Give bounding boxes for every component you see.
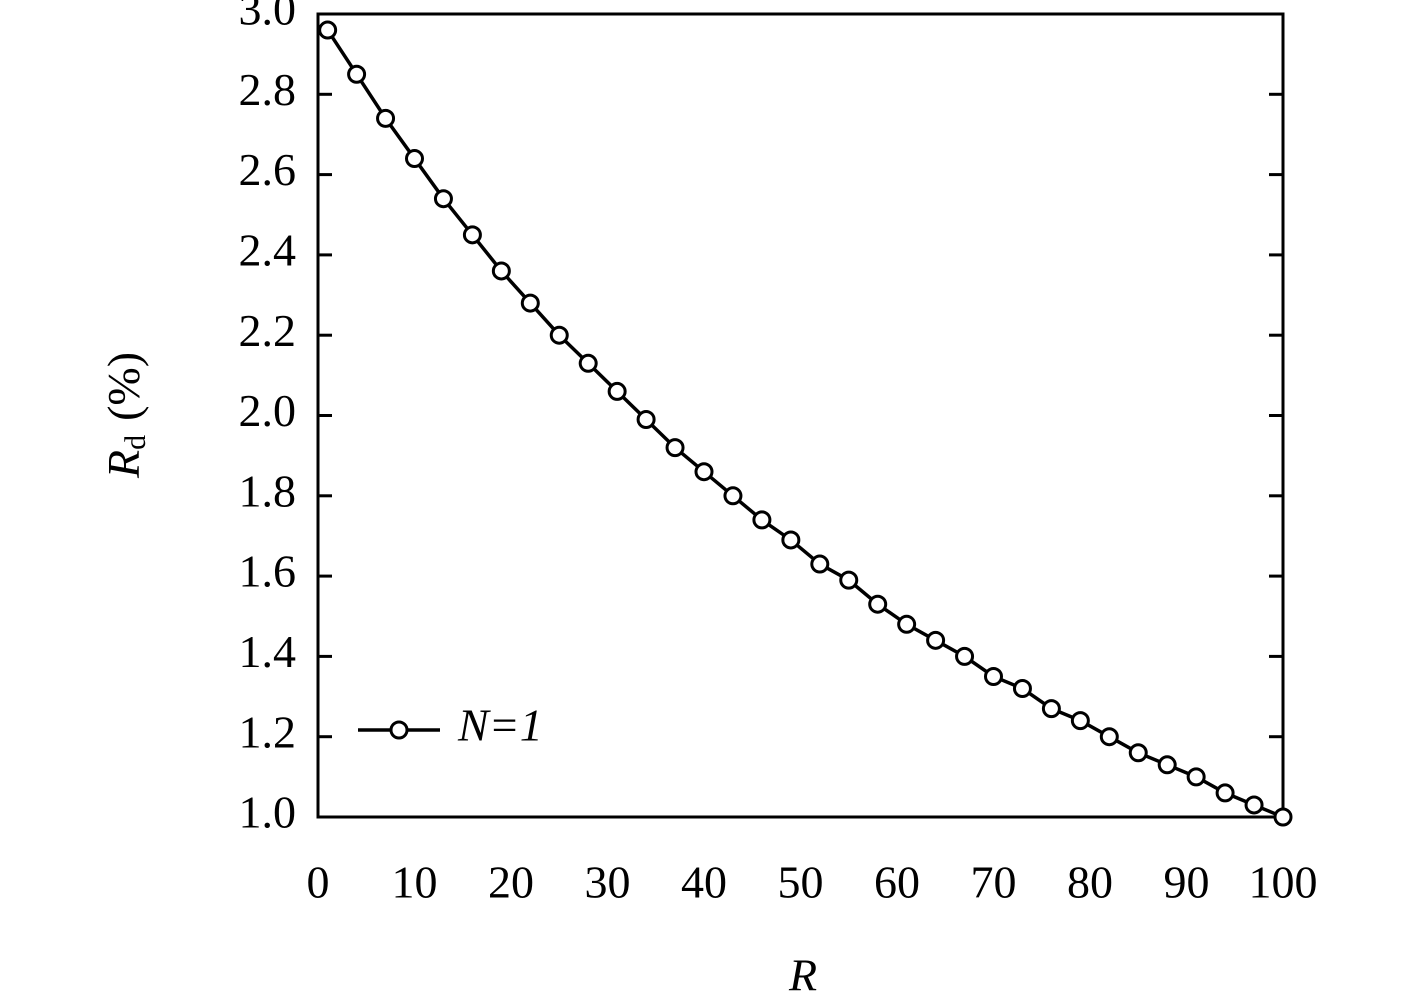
data-point	[926, 630, 946, 650]
y-tick-label: 1.0	[239, 787, 297, 838]
data-point	[1186, 767, 1206, 787]
plot-frame	[316, 12, 1285, 819]
y-tick-label: 2.8	[239, 64, 297, 115]
y-axis-label-text: Rd (%)	[98, 352, 152, 479]
data-point	[781, 530, 801, 550]
data-point	[520, 293, 540, 313]
x-tick-label: 90	[1164, 857, 1210, 908]
x-tick-label: 70	[971, 857, 1017, 908]
data-point	[405, 149, 424, 169]
x-tick-label: 30	[585, 857, 631, 908]
y-label-symbol: R	[98, 450, 149, 479]
data-point	[1273, 807, 1293, 827]
y-label-unit: (%)	[98, 352, 149, 421]
data-point	[462, 225, 482, 245]
data-point	[694, 462, 714, 482]
data-point	[347, 64, 367, 84]
data-point	[1070, 711, 1090, 731]
data-point	[1215, 783, 1235, 803]
data-point	[549, 325, 569, 345]
x-tick-label: 0	[307, 857, 330, 908]
data-point	[1099, 727, 1119, 747]
data-point	[752, 510, 772, 530]
data-point	[1041, 699, 1061, 719]
data-point	[607, 381, 627, 401]
data-point	[839, 570, 859, 590]
data-point	[433, 189, 453, 209]
data-point	[984, 666, 1003, 686]
data-point	[1012, 679, 1032, 699]
y-label-subscript: d	[119, 435, 152, 450]
data-point	[491, 261, 511, 281]
y-tick-label: 1.8	[239, 465, 297, 516]
data-point	[955, 646, 975, 666]
legend-label: N=1	[457, 700, 543, 751]
y-tick-label: 3.0	[239, 0, 297, 35]
data-point	[897, 614, 917, 634]
y-tick-label: 1.6	[239, 546, 297, 597]
y-tick-label: 1.4	[239, 626, 297, 677]
y-tick-label: 2.4	[239, 224, 297, 275]
y-axis-label: Rd (%)	[98, 352, 152, 479]
data-point	[810, 554, 830, 574]
data-point	[1157, 755, 1177, 775]
data-point	[665, 438, 685, 458]
x-tick-label: 10	[392, 857, 438, 908]
x-tick-label: 40	[681, 857, 727, 908]
legend-marker	[389, 720, 409, 740]
y-tick-label: 2.6	[239, 144, 297, 195]
data-point	[578, 353, 598, 373]
y-tick-label: 2.2	[239, 305, 297, 356]
data-point	[376, 108, 396, 128]
data-point	[636, 410, 656, 430]
data-point	[723, 486, 743, 506]
data-point	[868, 594, 888, 614]
data-point	[1128, 743, 1148, 763]
y-tick-label: 1.2	[239, 706, 297, 757]
y-tick-label: 2.0	[239, 385, 297, 436]
data-point	[1244, 795, 1264, 815]
series-line	[326, 29, 1284, 819]
x-tick-label: 100	[1249, 857, 1318, 908]
x-tick-label: 20	[488, 857, 534, 908]
x-axis-label: R	[788, 950, 817, 1001]
data-point	[318, 20, 338, 40]
x-tick-label: 50	[778, 857, 824, 908]
x-tick-label: 80	[1067, 857, 1113, 908]
x-tick-label: 60	[874, 857, 920, 908]
